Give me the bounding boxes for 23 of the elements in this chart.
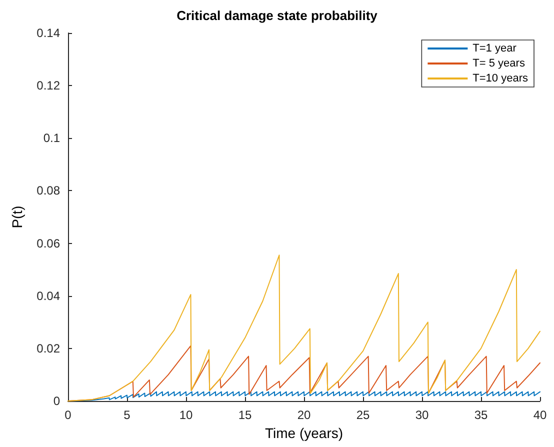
legend-label: T=1 year	[472, 42, 517, 54]
x-tick-label: 15	[238, 408, 252, 422]
y-tick-label: 0.14	[36, 26, 60, 40]
x-tick-label: 10	[179, 408, 193, 422]
y-tick-label: 0.04	[36, 288, 60, 303]
y-tick-label: 0.02	[36, 341, 60, 356]
x-axis-title: Time (years)	[264, 424, 344, 441]
chart-title: Critical damage state probability	[176, 8, 378, 23]
y-tick-label: 0.06	[36, 236, 60, 250]
x-tick-label: 20	[297, 408, 311, 422]
y-tick-label: 0.12	[36, 78, 60, 93]
legend-label: T= 5 years	[472, 58, 526, 70]
x-tick-label: 25	[356, 408, 370, 422]
y-axis-title: P(t)	[9, 206, 25, 228]
y-tick-label: 0	[53, 394, 60, 408]
x-tick-label: 0	[64, 408, 72, 422]
x-tick-label: 5	[124, 408, 131, 422]
y-tick-label: 0.1	[43, 131, 60, 146]
x-tick-label: 40	[533, 408, 547, 422]
y-tick-label: 0.08	[36, 184, 60, 198]
legend-label: T=10 years	[472, 72, 528, 84]
x-tick-label: 35	[474, 408, 488, 422]
x-tick-label: 30	[415, 408, 429, 422]
